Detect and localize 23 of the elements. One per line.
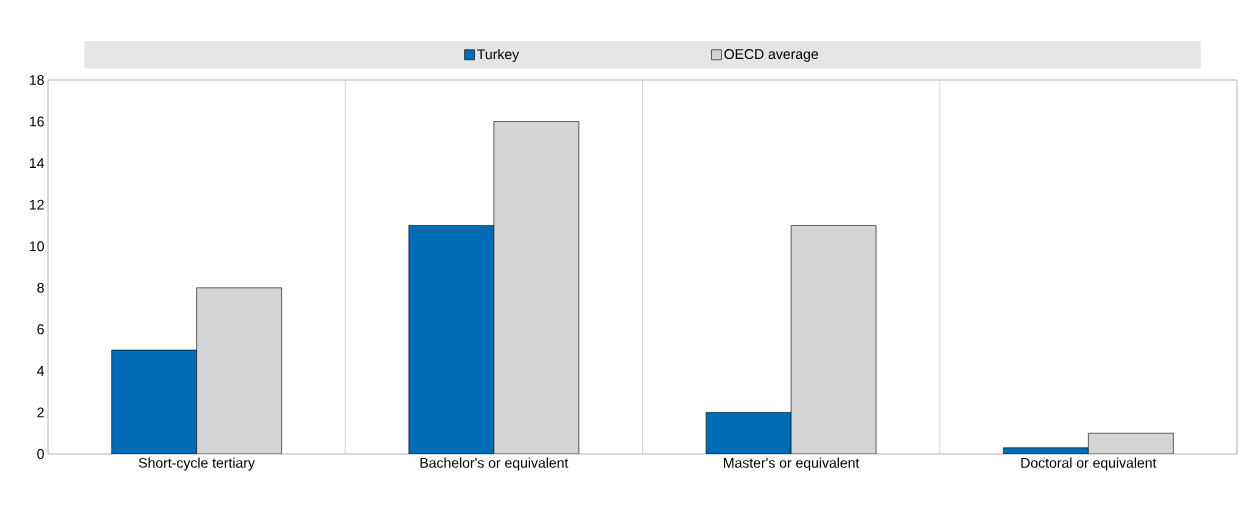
bar [408,225,495,454]
y-tick-label: 14 [29,158,45,168]
y-tick-label: 2 [37,407,44,418]
y-tick-label: 6 [37,324,44,335]
bar [705,412,792,454]
bar [1088,432,1174,454]
legend-label: Turkey [477,48,520,62]
x-tick-label: Short-cycle tertiary [138,457,255,471]
y-tick-label: 16 [29,116,44,127]
y-tick-label: 12 [29,199,44,210]
x-tick-label: Master's or equivalent [724,457,860,471]
bar [196,287,282,454]
y-tick-label: 10 [29,241,44,252]
x-tick-label: Bachelor's or equivalent [420,457,569,471]
y-tick-label: 4 [37,366,45,376]
y-tick-label: 0 [37,449,44,459]
y-tick-label: 18 [29,75,44,85]
legend-label: OECD average [724,49,819,62]
bar [493,121,580,454]
bar [111,349,197,454]
y-tick-label: 8 [37,282,44,293]
bar [790,225,877,454]
x-tick-label: Doctoral or equivalent [1021,457,1157,471]
